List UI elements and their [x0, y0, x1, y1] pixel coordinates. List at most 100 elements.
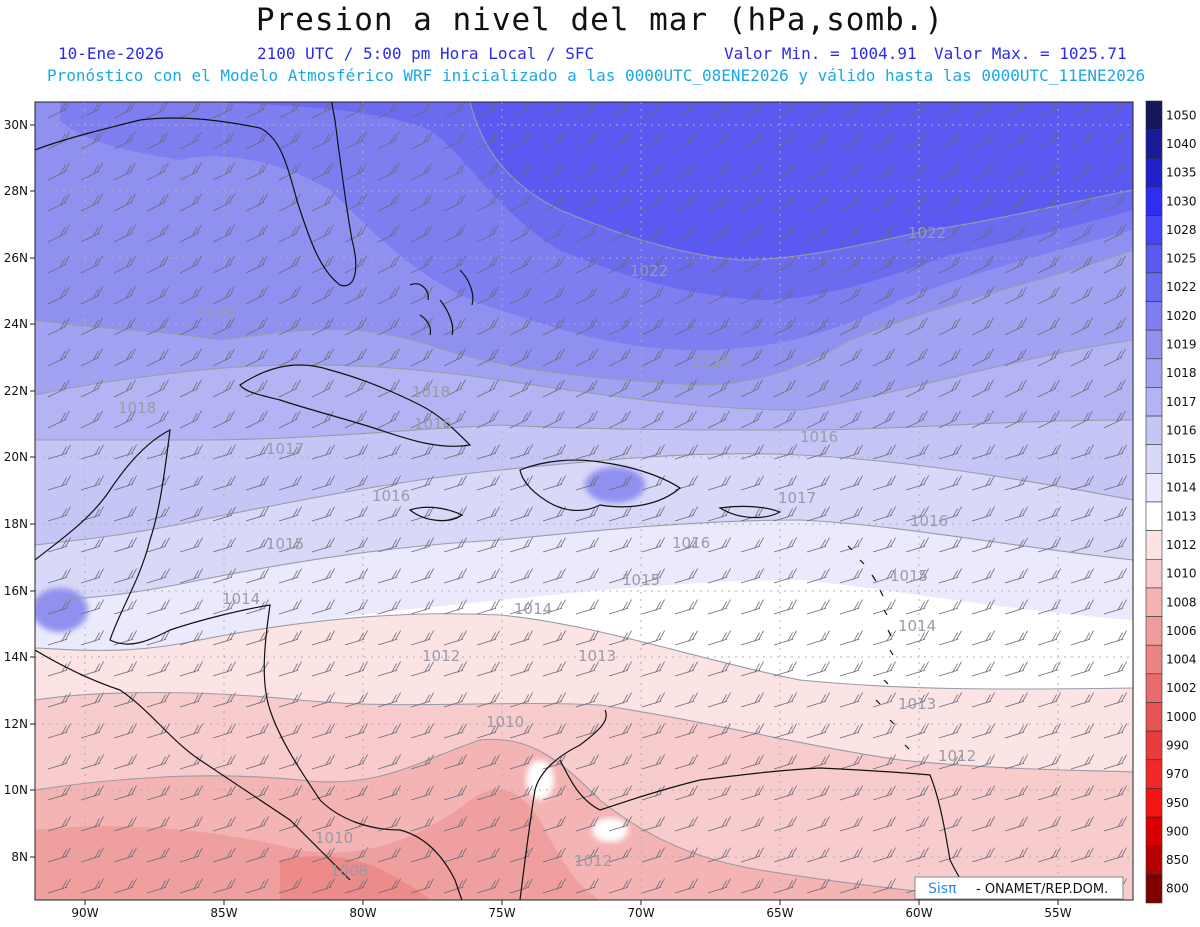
pressure-shading [35, 102, 1133, 900]
contour-label: 1012 [938, 747, 976, 765]
lon-label: 60W [905, 906, 932, 920]
colorbar-label: 1028 [1166, 223, 1197, 237]
colorbar-swatch [1145, 329, 1163, 360]
colorbar-label: 1004 [1166, 653, 1197, 667]
contour-label: 1016 [910, 512, 948, 530]
map-title: Presion a nivel del mar (hPa,somb.) [255, 2, 945, 38]
latitude-ticks [30, 124, 35, 858]
credit-brand: Sisπ [928, 881, 957, 897]
colorbar-swatch [1145, 644, 1163, 675]
lat-label: 28N [4, 184, 28, 198]
credit-box: Sisπ - ONAMET/REP.DOM. [914, 876, 1124, 900]
isobars [35, 102, 1133, 900]
colorbar-swatch [1145, 387, 1163, 417]
max-value: Valor Max. = 1025.71 [934, 44, 1127, 63]
contour-label: 1010 [315, 829, 353, 847]
contour-label: 1018 [412, 383, 450, 401]
colorbar-label: 1050 [1166, 108, 1197, 122]
colorbar-label: 1016 [1166, 423, 1197, 437]
lat-label: 12N [4, 717, 28, 731]
valid-date: 10-Ene-2026 [58, 44, 164, 63]
colorbar-swatch [1145, 501, 1163, 531]
colorbar-swatch [1145, 530, 1163, 560]
lon-label: 90W [71, 906, 98, 920]
colorbar-swatch [1145, 444, 1163, 474]
contour-label: 1015 [622, 571, 660, 589]
colorbar-swatch [1145, 301, 1163, 331]
colorbar-label: 1012 [1166, 538, 1197, 552]
colorbar-label: 1002 [1166, 681, 1197, 695]
map-frame [34, 101, 1134, 901]
wind-barb-set [47, 102, 1127, 894]
lon-label: 85W [210, 906, 237, 920]
valid-time: 2100 UTC / 5:00 pm Hora Local / SFC [257, 44, 595, 63]
contour-label: 1013 [898, 695, 936, 713]
contour-label: 1017 [266, 440, 304, 458]
contour-labels: 1022 1022 1020 1019 1018 1018 1017 1016 … [118, 224, 976, 880]
longitude-ticks [84, 900, 1059, 905]
colorbar-swatch [1145, 100, 1163, 130]
contour-label: 1013 [578, 647, 616, 665]
colorbar-label: 900 [1166, 824, 1189, 838]
lon-label: 75W [488, 906, 515, 920]
colorbar-swatch [1145, 845, 1163, 875]
colorbar-label: 800 [1166, 882, 1189, 896]
forecast-info: Pronóstico con el Modelo Atmosférico WRF… [47, 66, 1146, 85]
longitude-axis: 90W 85W 80W 75W 70W 65W 60W 55W [71, 906, 1071, 920]
lat-label: 20N [4, 450, 28, 464]
min-value: Valor Min. = 1004.91 [724, 44, 917, 63]
colorbar-label: 1015 [1166, 452, 1197, 466]
lon-label: 65W [766, 906, 793, 920]
colorbar-label: 1014 [1166, 481, 1197, 495]
colorbar-swatch [1145, 874, 1163, 904]
colorbar-swatch [1145, 243, 1163, 274]
lat-label: 18N [4, 517, 28, 531]
colorbar-label: 1017 [1166, 395, 1197, 409]
lat-label: 8N [11, 850, 28, 864]
contour-label: 1016 [372, 487, 410, 505]
contour-label: 1020 [692, 353, 730, 371]
colorbar-swatch [1145, 558, 1163, 589]
colorbar-swatch [1145, 702, 1163, 732]
colorbar-label: 1040 [1166, 137, 1197, 151]
contour-label: 1017 [778, 489, 816, 507]
contour-label: 1012 [422, 647, 460, 665]
credit-text: - ONAMET/REP.DOM. [976, 882, 1108, 897]
colorbar-label: 990 [1166, 738, 1189, 752]
lat-label: 30N [4, 118, 28, 132]
contour-label: 1016 [672, 534, 710, 552]
colorbar-label: 970 [1166, 767, 1189, 781]
color-legend: 1050 1040 1035 1030 1028 1025 1022 1020 1019 1018… [1145, 100, 1197, 904]
lat-label: 26N [4, 251, 28, 265]
contour-label: 1015 [890, 567, 928, 585]
contour-label: 1012 [574, 852, 612, 870]
colorbar-label: 1000 [1166, 710, 1197, 724]
colorbar-swatch [1145, 157, 1163, 188]
colorbar-swatch [1145, 358, 1163, 388]
lon-label: 55W [1044, 906, 1071, 920]
colorbar-swatch [1145, 473, 1163, 503]
coastlines [35, 102, 976, 900]
colorbar-swatch [1145, 673, 1163, 703]
wind-barbs [47, 102, 1127, 894]
lat-label: 10N [4, 783, 28, 797]
colorbar-label: 1019 [1166, 337, 1197, 351]
contour-label: 1010 [486, 713, 524, 731]
colorbar-swatch [1145, 788, 1163, 818]
colorbar-swatch [1145, 587, 1163, 617]
colorbar-label: 1030 [1166, 194, 1197, 208]
contour-label: 1016 [800, 428, 838, 446]
colorbar-swatch [1145, 215, 1163, 245]
colorbar-label: 1010 [1166, 567, 1197, 581]
contour-label: 1016 [414, 415, 452, 433]
graticule [35, 102, 1133, 900]
colorbar-swatch [1145, 272, 1163, 302]
colorbar-label: 950 [1166, 796, 1189, 810]
contour-label: 1022 [630, 262, 668, 280]
contour-label: 1022 [908, 224, 946, 242]
contour-label: 1019 [196, 304, 234, 322]
colorbar-label: 850 [1166, 853, 1189, 867]
colorbar-swatch [1145, 759, 1163, 789]
contour-label: 1015 [266, 535, 304, 553]
colorbar-label: 1006 [1166, 624, 1197, 638]
